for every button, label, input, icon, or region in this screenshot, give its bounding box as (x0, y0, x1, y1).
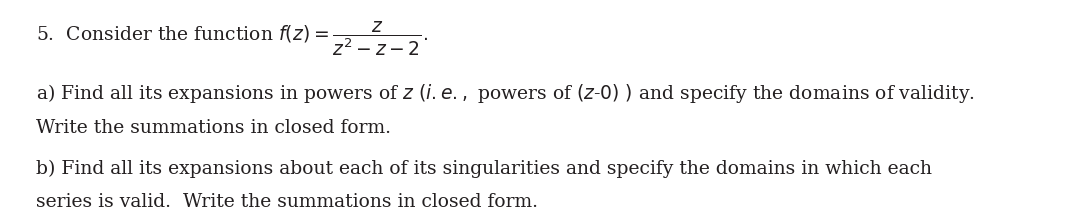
Text: a) Find all its expansions in powers of $z$ $(i.e.,$ powers of $(z$-$0)$ $)$ and: a) Find all its expansions in powers of … (36, 82, 975, 105)
Text: b) Find all its expansions about each of its singularities and specify the domai: b) Find all its expansions about each of… (36, 160, 932, 178)
Text: 5.  Consider the function $f(z) = \dfrac{z}{z^2-z-2}.$: 5. Consider the function $f(z) = \dfrac{… (36, 20, 428, 58)
Text: series is valid.  Write the summations in closed form.: series is valid. Write the summations in… (36, 193, 538, 211)
Text: Write the summations in closed form.: Write the summations in closed form. (36, 119, 391, 137)
